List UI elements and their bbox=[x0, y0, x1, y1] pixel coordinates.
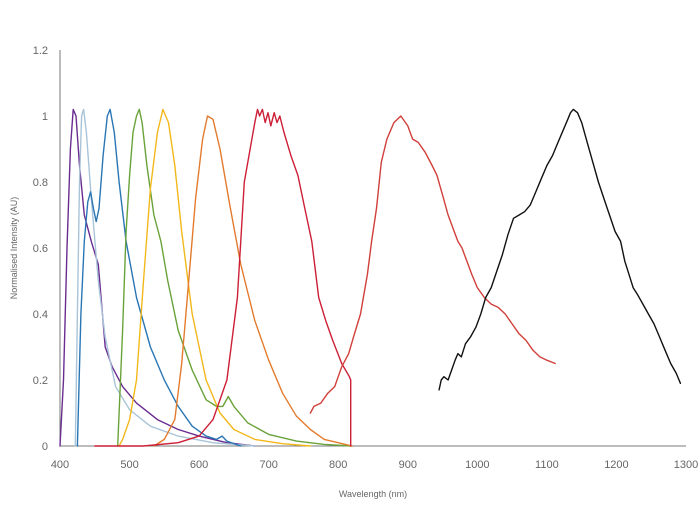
x-tick-label: 1000 bbox=[465, 459, 489, 471]
series-line-5 bbox=[118, 108, 312, 447]
axes bbox=[59, 50, 686, 447]
x-tick-label: 1300 bbox=[674, 459, 698, 471]
y-axis-title: Normalised Intensity (AU) bbox=[9, 197, 19, 300]
x-tick-label: 600 bbox=[190, 459, 208, 471]
x-tick-label: 800 bbox=[329, 459, 347, 471]
y-tick-label: 0.6 bbox=[33, 243, 48, 255]
series-line-3 bbox=[76, 108, 242, 447]
y-tick-label: 0.8 bbox=[33, 177, 48, 189]
series-line-4 bbox=[117, 108, 353, 447]
series-lines bbox=[59, 108, 682, 447]
x-tick-label: 700 bbox=[259, 459, 277, 471]
y-tick-label: 0.4 bbox=[33, 309, 48, 321]
series-line-2 bbox=[74, 108, 256, 447]
series-line-7 bbox=[94, 108, 352, 447]
y-tick-label: 0 bbox=[42, 441, 48, 453]
series-line-1 bbox=[59, 108, 256, 447]
y-tick-label: 1.2 bbox=[33, 45, 48, 57]
y-tick-label: 0.2 bbox=[33, 375, 48, 387]
series-line-6 bbox=[153, 115, 353, 447]
series-line-8 bbox=[309, 115, 556, 414]
x-tick-label: 1200 bbox=[604, 459, 628, 471]
x-tick-label: 900 bbox=[399, 459, 417, 471]
x-tick-label: 500 bbox=[120, 459, 138, 471]
x-axis-title: Wavelength (nm) bbox=[339, 489, 407, 499]
y-tick-label: 1 bbox=[42, 111, 48, 123]
series-line-9 bbox=[438, 108, 682, 391]
x-tick-labels: 400 500 600 700 800 900 1000 1100 1200 1300 bbox=[51, 459, 698, 471]
y-tick-labels: 0 0.2 0.4 0.6 0.8 1 1.2 bbox=[33, 45, 48, 453]
x-tick-label: 400 bbox=[51, 459, 69, 471]
x-tick-label: 1100 bbox=[535, 459, 559, 471]
